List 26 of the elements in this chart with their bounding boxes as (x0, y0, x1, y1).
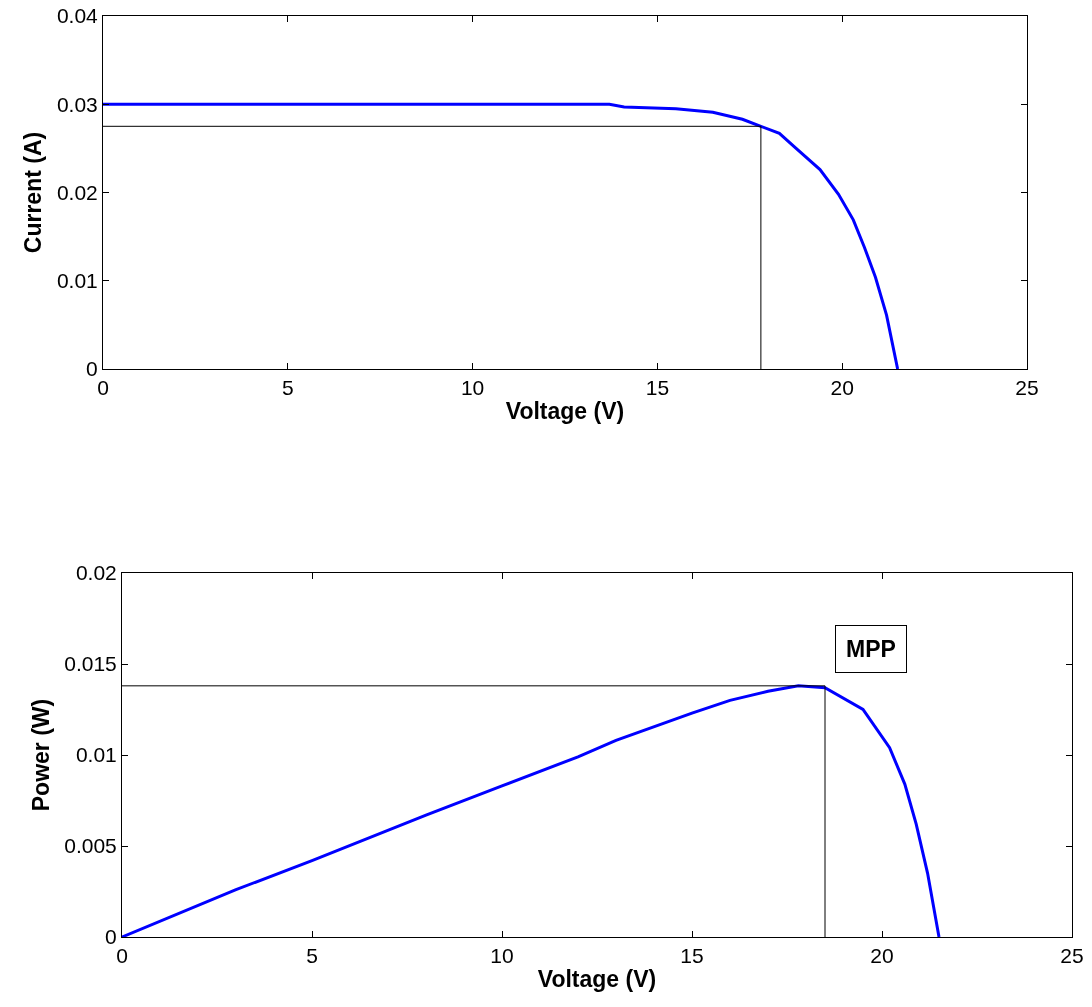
y-tick-label: 0 (105, 925, 117, 949)
x-tick-label: 5 (306, 944, 318, 968)
y-tick-label: 0.03 (56, 92, 98, 116)
x-tick-label: 15 (645, 376, 670, 400)
annotation: MPP (846, 636, 896, 662)
y-tick-label: 0.04 (56, 4, 99, 28)
x-tick-label: 10 (460, 376, 485, 400)
x-tick-label: 25 (1015, 376, 1039, 400)
y-tick-label: 0.01 (75, 743, 117, 767)
y-tick-label: 0.015 (64, 652, 117, 676)
x-tick-label: 20 (830, 376, 854, 400)
y-axis-title: Current (A) (20, 131, 47, 254)
x-tick-label: 5 (281, 376, 294, 400)
x-tick-label: 15 (680, 944, 704, 968)
x-axis-title: Voltage (V) (505, 397, 625, 424)
y-tick-label: 0.01 (56, 269, 98, 293)
y-tick-label: 0.02 (56, 180, 98, 204)
y-axis-title: Power (W) (27, 698, 54, 812)
x-axis-title: Voltage (V) (537, 965, 657, 992)
y-tick-label: 0 (86, 357, 98, 381)
y-tick-label: 0.005 (64, 834, 117, 858)
x-tick-label: 20 (870, 944, 894, 968)
y-tick-label: 0.02 (75, 561, 117, 585)
x-tick-label: 25 (1060, 944, 1084, 968)
x-tick-label: 10 (490, 944, 514, 968)
line-series (103, 102, 900, 369)
